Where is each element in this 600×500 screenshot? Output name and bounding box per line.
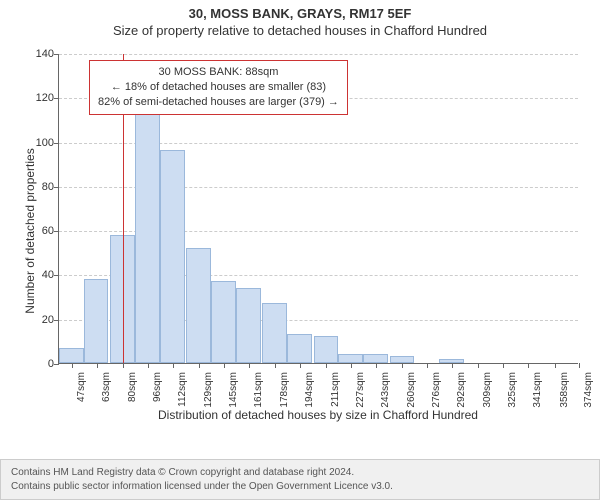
x-tick-mark [275,363,276,368]
histogram-bar [84,279,109,363]
x-tick-mark [199,363,200,368]
y-tick-mark [54,98,59,99]
x-tick-mark [452,363,453,368]
annotation-box: 30 MOSS BANK: 88sqm ← 18% of detached ho… [89,60,348,115]
histogram-bar [262,303,287,363]
histogram-bar [186,248,211,363]
y-tick-mark [54,54,59,55]
x-axis-label: Distribution of detached houses by size … [58,408,578,422]
y-tick-mark [54,364,59,365]
x-tick-mark [555,363,556,368]
histogram-bar [211,281,236,363]
histogram-bar [236,288,261,363]
x-tick-mark [351,363,352,368]
y-tick-mark [54,320,59,321]
y-tick-label: 120 [14,92,54,104]
x-tick-mark [376,363,377,368]
y-tick-label: 0 [14,358,54,370]
gridline-h [59,54,578,55]
y-tick-mark [54,143,59,144]
histogram-bar [135,104,160,363]
x-tick-mark [97,363,98,368]
x-tick-mark [326,363,327,368]
footer-line-1: Contains HM Land Registry data © Crown c… [11,466,589,480]
histogram-bar [160,150,185,363]
histogram-bar [314,336,339,363]
y-tick-label: 80 [14,181,54,193]
chart-title-sub: Size of property relative to detached ho… [0,21,600,42]
y-tick-mark [54,231,59,232]
x-tick-mark [148,363,149,368]
x-tick-mark [300,363,301,368]
x-tick-mark [249,363,250,368]
plot-area: 47sqm63sqm80sqm96sqm112sqm129sqm145sqm16… [58,54,578,364]
x-tick-mark [528,363,529,368]
annotation-line-3: 82% of semi-detached houses are larger (… [98,95,339,110]
y-tick-label: 60 [14,225,54,237]
footer-attribution: Contains HM Land Registry data © Crown c… [0,459,600,500]
y-tick-label: 140 [14,48,54,60]
histogram-bar [338,354,363,363]
x-tick-mark [224,363,225,368]
y-tick-mark [54,187,59,188]
x-tick-mark [503,363,504,368]
y-tick-mark [54,275,59,276]
x-tick-mark [173,363,174,368]
chart-container: Number of detached properties 47sqm63sqm… [0,44,600,424]
x-tick-mark [478,363,479,368]
x-tick-label: 374sqm [583,372,594,422]
histogram-bar [287,334,312,363]
x-tick-mark [427,363,428,368]
footer-line-2: Contains public sector information licen… [11,480,589,494]
histogram-bar [363,354,388,363]
histogram-bar [59,348,84,364]
annotation-line-1: 30 MOSS BANK: 88sqm [98,65,339,80]
chart-title-main: 30, MOSS BANK, GRAYS, RM17 5EF [0,0,600,21]
annotation-line-2: ← 18% of detached houses are smaller (83… [98,80,339,95]
x-tick-mark [72,363,73,368]
y-tick-label: 40 [14,269,54,281]
x-tick-mark [402,363,403,368]
y-tick-label: 100 [14,137,54,149]
x-tick-mark [123,363,124,368]
histogram-bar [390,356,415,363]
x-tick-mark [579,363,580,368]
y-tick-label: 20 [14,314,54,326]
